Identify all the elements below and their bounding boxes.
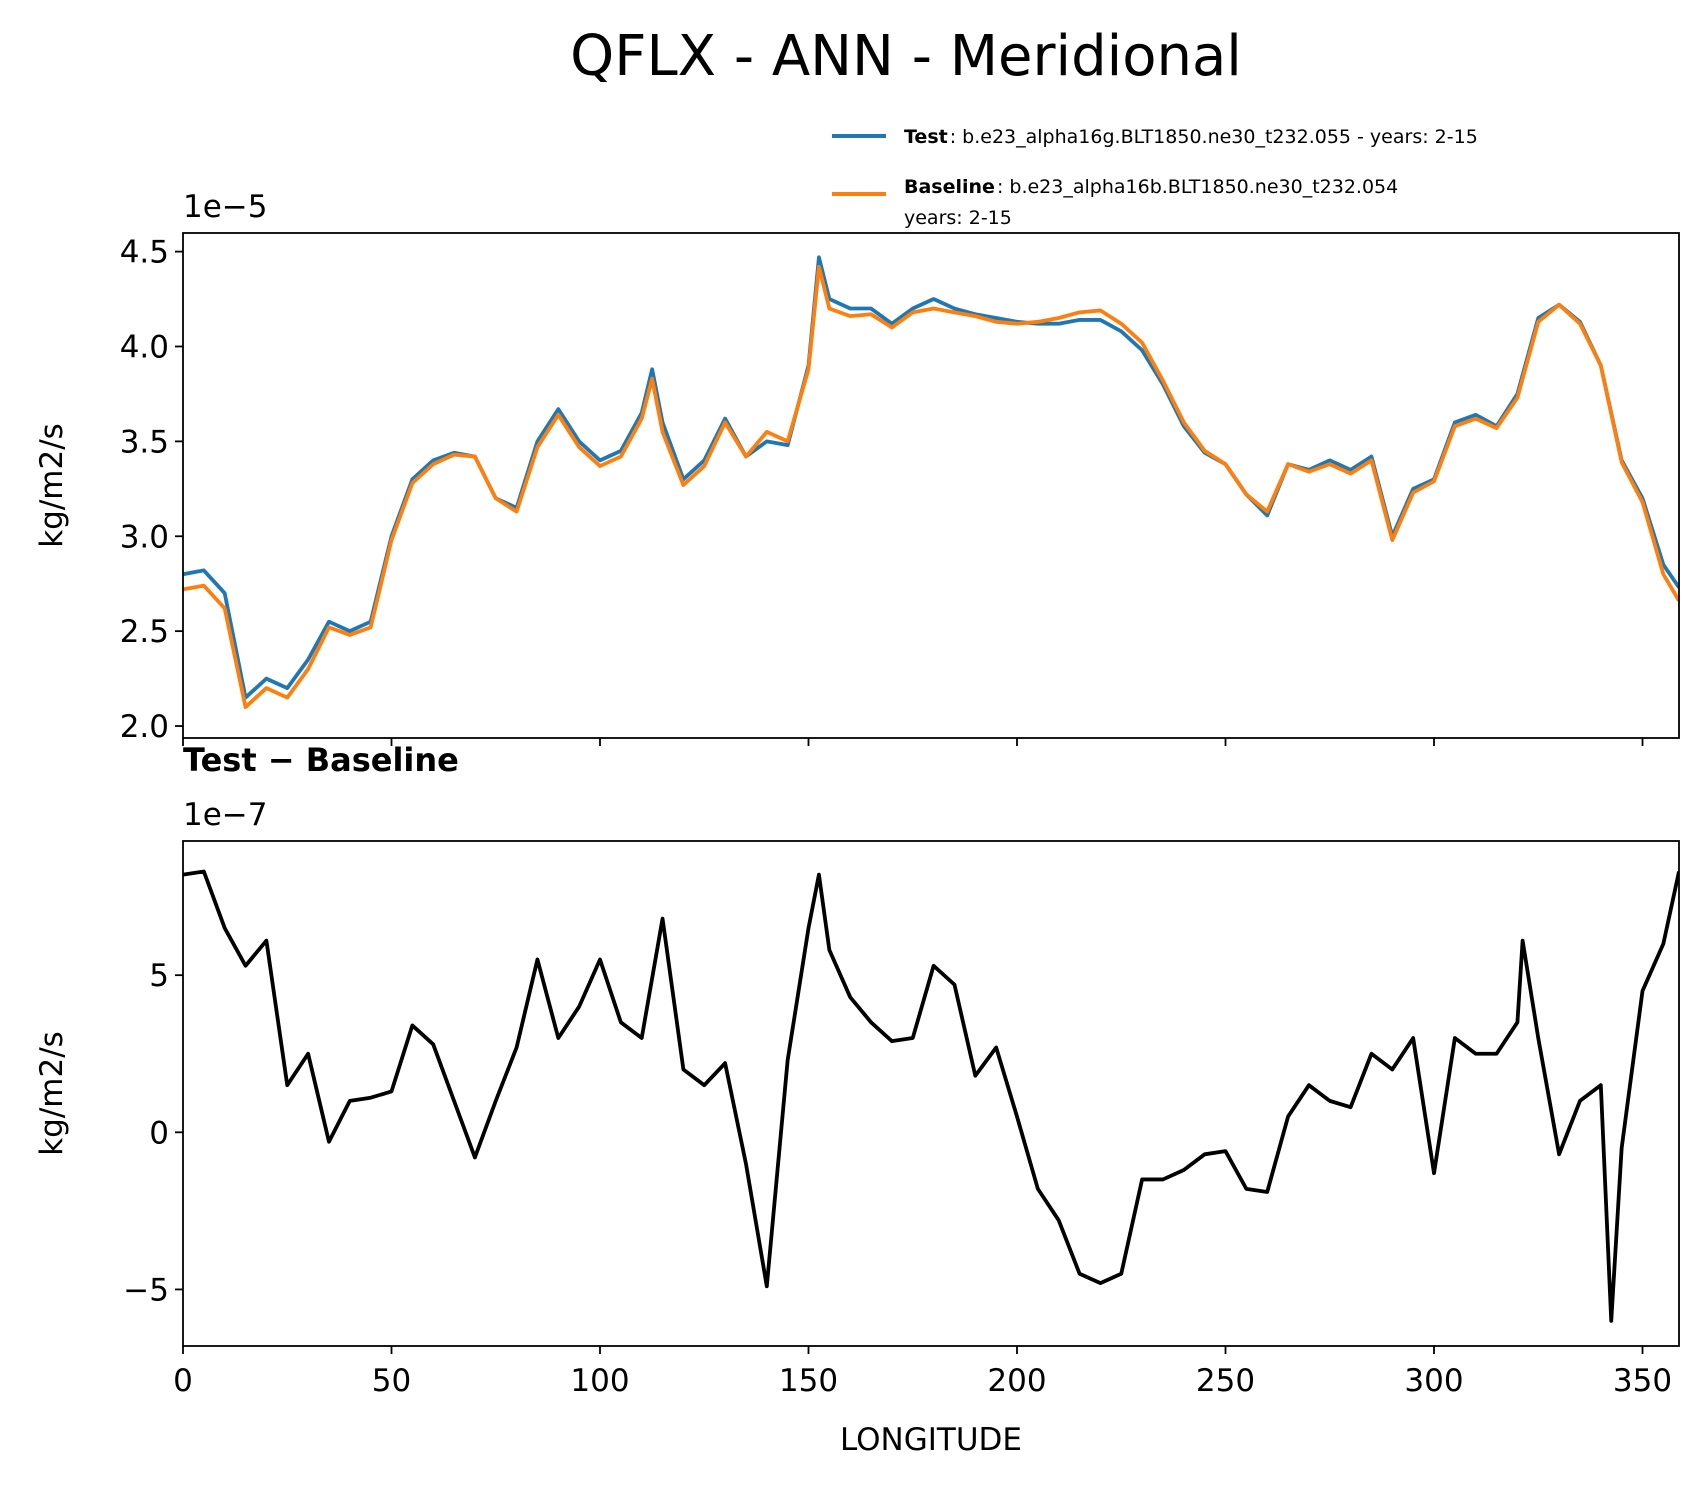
legend-name: Test (904, 126, 948, 148)
x-tick-label: 250 (1196, 1363, 1255, 1399)
axes-frame (182, 232, 1680, 739)
y-tick-label: 2.5 (120, 614, 169, 650)
data-line (183, 869, 1679, 1323)
x-tick-label: 300 (1404, 1363, 1463, 1399)
legend-text: : b.e23_alpha16b.BLT1850.ne30_t232.054 (997, 176, 1398, 198)
data-line (183, 255, 1679, 700)
y-tick-label: 4.5 (120, 235, 169, 271)
x-tick-label: 100 (570, 1363, 629, 1399)
axes-frame (182, 840, 1680, 1347)
x-axis-label: LONGITUDE (840, 1422, 1022, 1458)
y-offset-label: 1e−7 (183, 797, 268, 833)
x-tick-label: 150 (779, 1363, 838, 1399)
y-axis-label: kg/m2/s (34, 1031, 70, 1156)
x-tick-label: 200 (987, 1363, 1046, 1399)
legend-text: years: 2-15 (904, 207, 1012, 229)
y-tick-label: 5 (149, 958, 169, 994)
y-tick-label: 4.0 (120, 329, 169, 365)
y-offset-label: 1e−5 (183, 189, 268, 225)
data-line (183, 264, 1679, 709)
legend-text: : b.e23_alpha16g.BLT1850.ne30_t232.055 -… (950, 126, 1478, 148)
x-tick-label: 0 (173, 1363, 193, 1399)
x-tick-label: 350 (1613, 1363, 1672, 1399)
y-tick-label: 2.0 (120, 709, 169, 745)
axes-title: Test − Baseline (183, 741, 459, 779)
legend-name: Baseline (904, 176, 995, 198)
y-tick-label: −5 (123, 1272, 169, 1308)
x-tick-label: 50 (372, 1363, 411, 1399)
y-tick-label: 0 (149, 1115, 169, 1151)
y-axis-label: kg/m2/s (34, 423, 70, 548)
y-tick-label: 3.0 (120, 519, 169, 555)
figure-title: QFLX - ANN - Meridional (570, 24, 1242, 89)
y-tick-label: 3.5 (120, 424, 169, 460)
